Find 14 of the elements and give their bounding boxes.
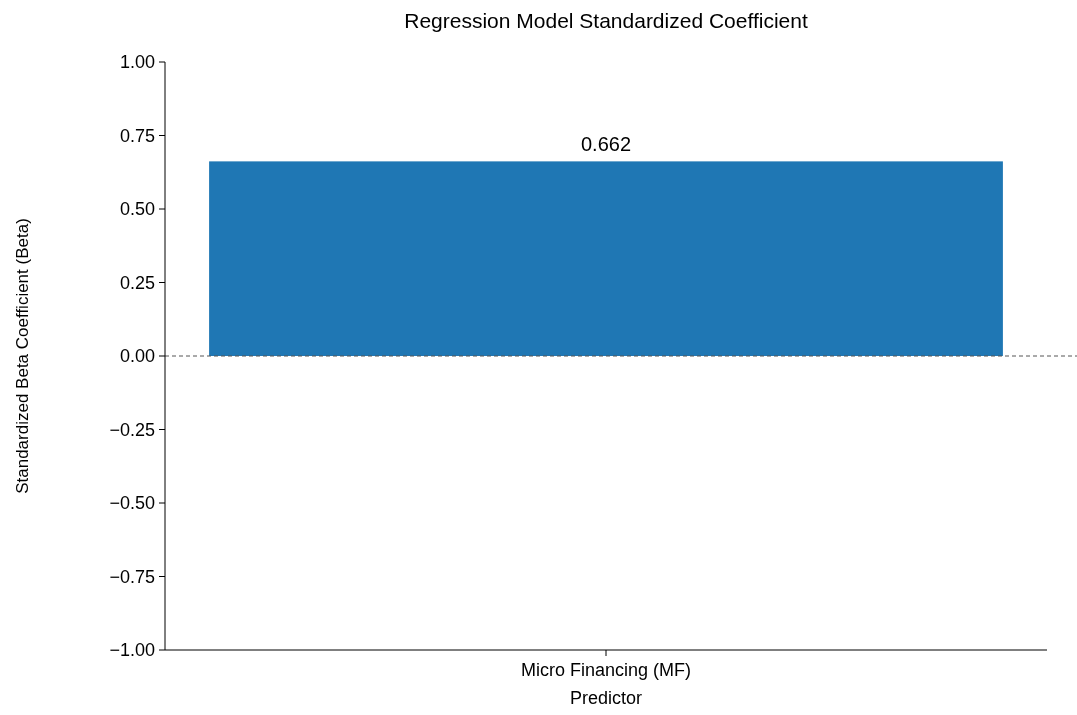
y-tick-label: 0.50 <box>119 199 155 220</box>
chart-title: Regression Model Standardized Coefficient <box>404 9 808 32</box>
y-tick-label: 1.00 <box>119 52 155 73</box>
y-axis-title: Standardized Beta Coefficient (Beta) <box>13 218 32 494</box>
y-tick-label: 0.00 <box>119 346 155 367</box>
y-tick-label: −0.25 <box>109 419 155 440</box>
y-tick-label: −1.00 <box>109 640 155 661</box>
y-tick-label: −0.75 <box>109 566 155 587</box>
x-tick-label: Micro Financing (MF) <box>520 660 692 680</box>
y-tick-label: 0.25 <box>119 272 155 293</box>
y-tick-label: 0.75 <box>119 125 155 146</box>
data-label: 0.662 <box>580 133 632 156</box>
y-tick-label: −0.50 <box>109 493 155 514</box>
x-axis-title: Predictor <box>569 688 643 708</box>
